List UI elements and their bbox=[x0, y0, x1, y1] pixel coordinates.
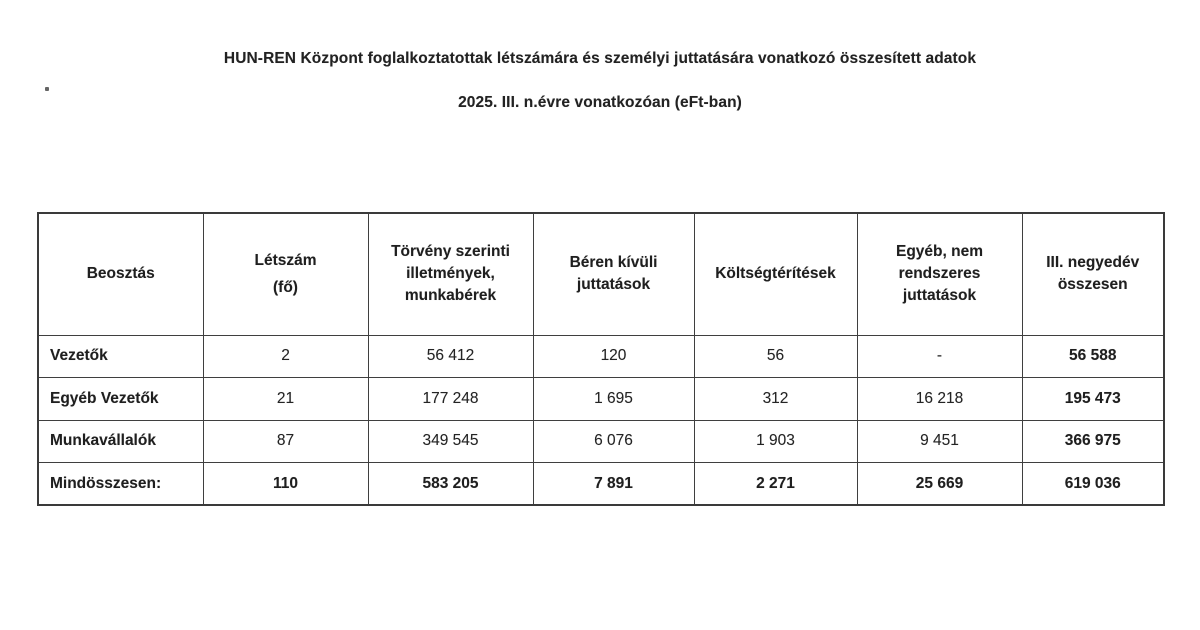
table-cell: - bbox=[856, 334, 1023, 378]
column-header-line: rendszeres bbox=[898, 265, 981, 283]
column-header-line: Létszám bbox=[254, 251, 317, 269]
table-cell: 56 412 bbox=[367, 334, 534, 378]
column-header-line: juttatások bbox=[576, 276, 651, 294]
document-title: HUN-REN Központ foglalkoztatottak létszá… bbox=[223, 50, 977, 67]
column-header-beosztas: Beosztás bbox=[37, 212, 204, 336]
table-cell: 6 076 bbox=[532, 419, 695, 463]
table-row-mindosszesen: Mindösszesen: 110 583 205 7 891 2 271 25… bbox=[37, 462, 1165, 506]
table-row-munkavallalok: Munkavállalók 87 349 545 6 076 1 903 9 4… bbox=[37, 419, 1165, 463]
scan-artifact-dot bbox=[45, 87, 49, 91]
column-header-letszam: Létszám (fő) bbox=[202, 212, 369, 336]
table-cell-row-total: 366 975 bbox=[1021, 419, 1165, 463]
table-cell: 312 bbox=[693, 377, 858, 421]
row-label: Egyéb Vezetők bbox=[37, 377, 204, 421]
table-cell: 9 451 bbox=[856, 419, 1023, 463]
table-cell: 110 bbox=[202, 462, 369, 506]
table-cell: 177 248 bbox=[367, 377, 534, 421]
column-header-line: Törvény szerinti bbox=[391, 243, 510, 261]
table-cell: 583 205 bbox=[367, 462, 534, 506]
column-header-beren-kivuli: Béren kívüli juttatások bbox=[532, 212, 695, 336]
table-cell: 349 545 bbox=[367, 419, 534, 463]
column-header-line: Költségtérítések bbox=[715, 265, 836, 283]
table-cell: 120 bbox=[532, 334, 695, 378]
column-header-line: Beosztás bbox=[86, 265, 155, 283]
summary-table: Beosztás Létszám (fő) Törvény szerinti i… bbox=[37, 212, 1165, 506]
column-header-line: illetmények, bbox=[406, 265, 495, 283]
table-cell-row-total: 195 473 bbox=[1021, 377, 1165, 421]
column-header-torveny-szerinti: Törvény szerinti illetmények, munkabérek bbox=[367, 212, 534, 336]
column-header-koltsegteritesek: Költségtérítések bbox=[693, 212, 858, 336]
table-cell: 25 669 bbox=[856, 462, 1023, 506]
table-cell: 56 bbox=[693, 334, 858, 378]
column-header-line: (fő) bbox=[273, 278, 298, 296]
table-cell: 16 218 bbox=[856, 377, 1023, 421]
row-label: Mindösszesen: bbox=[37, 462, 204, 506]
column-header-egyeb: Egyéb, nem rendszeres juttatások bbox=[856, 212, 1023, 336]
table-cell-row-total: 56 588 bbox=[1021, 334, 1165, 378]
table-row-egyeb-vezetok: Egyéb Vezetők 21 177 248 1 695 312 16 21… bbox=[37, 377, 1165, 421]
column-header-line: munkabérek bbox=[404, 287, 497, 305]
row-label: Munkavállalók bbox=[37, 419, 204, 463]
table-row-vezetok: Vezetők 2 56 412 120 56 - 56 588 bbox=[37, 334, 1165, 378]
table-cell: 1 695 bbox=[532, 377, 695, 421]
column-header-line: III. negyedév bbox=[1046, 254, 1140, 272]
table-header-row: Beosztás Létszám (fő) Törvény szerinti i… bbox=[37, 212, 1165, 336]
table-cell: 87 bbox=[202, 419, 369, 463]
row-label: Vezetők bbox=[37, 334, 204, 378]
table-cell: 1 903 bbox=[693, 419, 858, 463]
column-header-line: Egyéb, nem bbox=[896, 243, 983, 261]
column-header-line: összesen bbox=[1057, 276, 1128, 294]
table-cell: 7 891 bbox=[532, 462, 695, 506]
table-cell: 2 271 bbox=[693, 462, 858, 506]
column-header-iii-negyedev: III. negyedév összesen bbox=[1021, 212, 1165, 336]
document-subtitle: 2025. III. n.évre vonatkozóan (eFt-ban) bbox=[458, 94, 742, 111]
table-cell: 21 bbox=[202, 377, 369, 421]
column-header-line: Béren kívüli bbox=[569, 254, 658, 272]
table-cell: 2 bbox=[202, 334, 369, 378]
table-cell-grand-total: 619 036 bbox=[1021, 462, 1165, 506]
column-header-line: juttatások bbox=[902, 287, 977, 305]
